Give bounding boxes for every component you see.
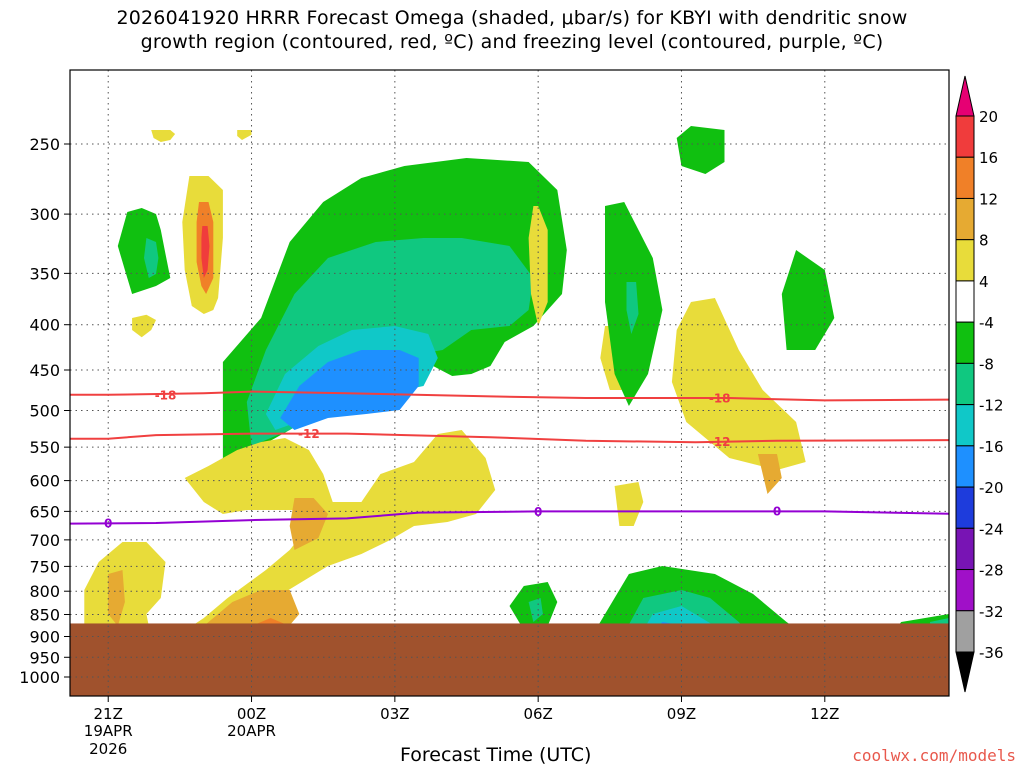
omega-region-26: [781, 250, 835, 350]
colorbar-label-11: -28: [979, 562, 1004, 580]
omega-region-28: [757, 454, 782, 494]
omega-region-1: [237, 130, 252, 140]
dgz-contour--18-label-1: -18: [709, 391, 731, 405]
colorbar-box-6: [955, 362, 975, 406]
y-tick-label-450: 450: [29, 361, 60, 380]
x-tick-label-09Z: 09Z: [667, 705, 696, 723]
ground-fill: [70, 623, 949, 696]
freezing-level-label-0: 0: [104, 517, 112, 531]
y-tick-label-1000: 1000: [19, 668, 60, 687]
x-tick-date-00Z: 20APR: [227, 722, 276, 740]
y-tick-label-750: 750: [29, 557, 60, 576]
freezing-level-label-2: 0: [773, 504, 781, 518]
y-tick-label-400: 400: [29, 316, 60, 335]
colorbar-label-3: 8: [979, 232, 989, 250]
colorbar-box-1: [955, 156, 975, 199]
y-tick-label-550: 550: [29, 438, 60, 457]
colorbar-box-4: [955, 280, 975, 323]
colorbar-box-12: [955, 610, 975, 653]
colorbar-label-5: -4: [979, 314, 994, 332]
colorbar-box-0: [955, 115, 975, 158]
omega-region-25: [676, 126, 725, 174]
x-tick-label-06Z: 06Z: [523, 705, 552, 723]
y-tick-label-950: 950: [29, 648, 60, 667]
chart-title-line-1: 2026041920 HRRR Forecast Omega (shaded, …: [116, 7, 908, 29]
y-tick-label-350: 350: [29, 264, 60, 283]
dgz-contour--12-label-0: -12: [298, 427, 320, 441]
y-tick-label-800: 800: [29, 582, 60, 601]
colorbar-label-2: 12: [979, 190, 998, 208]
colorbar-label-1: 16: [979, 149, 998, 167]
y-tick-label-650: 650: [29, 502, 60, 521]
colorbar-label-0: 20: [979, 108, 998, 126]
y-tick-label-600: 600: [29, 472, 60, 491]
x-tick-year-21Z: 2026: [89, 740, 127, 758]
dgz-contour--12-line: [70, 432, 949, 444]
colorbar-label-6: -8: [979, 355, 994, 373]
dgz-contour--18-label-0: -18: [155, 388, 177, 402]
omega-region-14: [108, 570, 125, 626]
y-tick-label-900: 900: [29, 627, 60, 646]
colorbar-label-10: -24: [979, 520, 1004, 538]
colorbar-box-3: [955, 239, 975, 282]
dgz-contour--12-label-1: -12: [709, 435, 731, 449]
y-tick-label-500: 500: [29, 402, 60, 421]
colorbar-label-4: 4: [979, 273, 989, 291]
colorbar-label-9: -20: [979, 479, 1004, 497]
y-tick-label-700: 700: [29, 531, 60, 550]
plot-frame: [69, 69, 950, 697]
x-axis-title: Forecast Time (UTC): [400, 744, 592, 766]
colorbar-box-10: [955, 527, 975, 571]
omega-region-18: [338, 702, 381, 722]
colorbar-label-8: -16: [979, 438, 1004, 456]
freezing-level-line: [70, 510, 949, 525]
y-tick-label-850: 850: [29, 606, 60, 625]
omega-region-29: [614, 482, 644, 526]
omega-region-27: [671, 298, 806, 470]
omega-region-2: [117, 208, 171, 294]
omega-region-24: [626, 282, 639, 334]
omega-region-3: [144, 238, 159, 278]
omega-region-21: [528, 206, 548, 326]
colorbar-top-arrow: [955, 75, 975, 117]
colorbar-bottom-arrow: [955, 651, 975, 693]
omega-region-7: [132, 314, 156, 338]
y-tick-label-300: 300: [29, 205, 60, 224]
colorbar-label-13: -36: [979, 644, 1004, 662]
x-tick-label-03Z: 03Z: [380, 705, 409, 723]
colorbar-label-12: -32: [979, 603, 1004, 621]
omega-region-31: [528, 598, 543, 622]
colorbar-box-2: [955, 197, 975, 241]
omega-region-6: [201, 226, 210, 278]
x-tick-label-00Z: 00Z: [237, 705, 266, 723]
colorbar-label-7: -12: [979, 397, 1004, 415]
colorbar-box-9: [955, 486, 975, 529]
omega-region-12: [84, 430, 496, 670]
x-tick-label-12Z: 12Z: [810, 705, 839, 723]
chart-title-line-2: growth region (contoured, red, ºC) and f…: [140, 31, 884, 53]
freezing-level-label-1: 0: [534, 505, 542, 519]
colorbar-box-7: [955, 404, 975, 447]
colorbar-box-8: [955, 445, 975, 488]
omega-region-0: [151, 130, 176, 142]
dgz-contour--18-line: [70, 390, 949, 402]
colorbar-box-5: [955, 321, 975, 364]
site-credit: coolwx.com/models: [852, 746, 1016, 765]
y-tick-label-250: 250: [29, 135, 60, 154]
colorbar-box-11: [955, 569, 975, 612]
x-tick-date-21Z: 19APR: [84, 722, 133, 740]
x-tick-label-21Z: 21Z: [94, 705, 123, 723]
